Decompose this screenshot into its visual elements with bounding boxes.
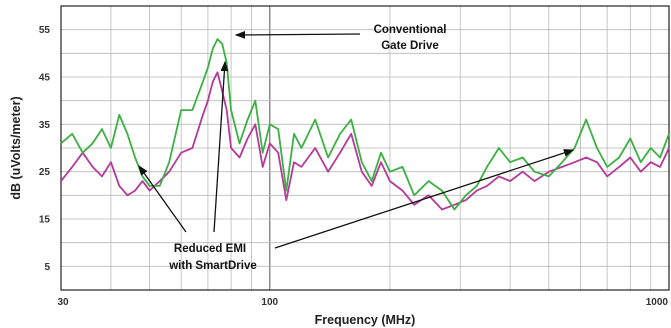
y-tick-label: 15 xyxy=(39,215,51,226)
y-axis-label: dB (uVolts/meter) xyxy=(9,96,23,199)
grid xyxy=(61,6,669,290)
series-line-1 xyxy=(60,71,670,211)
annotation-reduced-emi-line1: Reduced EMI xyxy=(174,243,246,255)
arrow-conventional xyxy=(234,31,361,39)
annotation-conventional-line2: Gate Drive xyxy=(381,40,439,52)
annotation-arrows xyxy=(138,31,575,249)
x-tick-label: 1000 xyxy=(646,297,669,308)
x-tick-label: 100 xyxy=(261,297,278,308)
x-tick-labels: 30 100 1000 xyxy=(57,297,668,308)
y-tick-label: 35 xyxy=(39,120,51,131)
arrow-reduced-center xyxy=(213,60,229,233)
arrow-reduced-right xyxy=(274,149,575,249)
y-tick-label: 5 xyxy=(44,262,50,273)
x-axis-label: Frequency (MHz) xyxy=(315,313,416,327)
y-tick-label: 25 xyxy=(39,167,51,178)
annotation-reduced-emi-line2: with SmartDrive xyxy=(168,260,257,272)
y-tick-label: 45 xyxy=(39,73,51,84)
y-tick-label: 55 xyxy=(39,25,51,36)
annotation-conventional-line1: Conventional xyxy=(374,24,447,36)
arrow-reduced-left xyxy=(138,164,187,233)
y-tick-labels: 55 45 35 25 15 5 xyxy=(39,25,51,273)
x-tick-label: 30 xyxy=(57,297,69,308)
